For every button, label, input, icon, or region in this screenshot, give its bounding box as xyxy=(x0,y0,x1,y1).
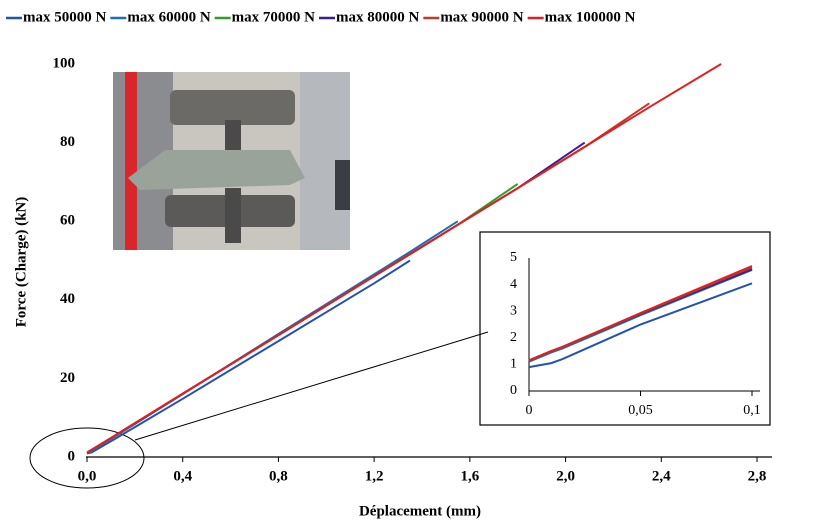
x-tick-label: 1,2 xyxy=(365,468,384,484)
x-tick-label: 2,8 xyxy=(748,468,767,484)
legend-label: max 80000 N xyxy=(336,9,419,25)
legend-label: max 60000 N xyxy=(127,9,210,25)
zoom-connector xyxy=(134,331,489,441)
series-line xyxy=(86,259,411,455)
y-tick-label: 0 xyxy=(510,383,517,398)
legend-label: max 100000 N xyxy=(545,9,636,25)
y-tick-label: 4 xyxy=(510,277,517,292)
y-tick-label: 5 xyxy=(510,250,517,265)
x-tick-label: 0,1 xyxy=(743,403,761,418)
photo xyxy=(113,72,350,250)
y-tick-label: 0 xyxy=(68,448,76,464)
y-axis-title: Force (Charge) (kN) xyxy=(13,197,29,328)
y-tick-label: 100 xyxy=(53,55,76,71)
x-axis-title: Déplacement (mm) xyxy=(359,503,481,519)
series-line xyxy=(86,63,722,454)
legend-label: max 70000 N xyxy=(232,9,315,25)
x-tick-label: 0,4 xyxy=(173,468,192,484)
series-line xyxy=(528,265,753,362)
x-tick-label: 1,6 xyxy=(460,468,479,484)
legend-label: max 90000 N xyxy=(440,9,523,25)
y-tick-label: 2 xyxy=(510,330,517,345)
y-tick-label: 40 xyxy=(60,291,75,307)
y-tick-label: 3 xyxy=(510,303,517,318)
series-line xyxy=(528,269,753,363)
zoom-ellipse xyxy=(29,427,145,489)
x-tick-label: 2,4 xyxy=(652,468,671,484)
legend-label: max 50000 N xyxy=(23,9,106,25)
x-tick-label: 2,0 xyxy=(556,468,575,484)
series-line xyxy=(528,282,753,369)
y-tick-label: 1 xyxy=(510,357,517,372)
legend: max 50000 N max 60000 N max 70000 N max 800… xyxy=(6,9,636,25)
y-tick-label: 80 xyxy=(60,134,75,150)
y-tick-label: 60 xyxy=(60,213,75,229)
x-tick-label: 0 xyxy=(526,403,533,418)
x-tick-label: 0,8 xyxy=(269,468,288,484)
y-tick-label: 20 xyxy=(60,370,75,386)
inset-frame xyxy=(479,231,771,426)
x-tick-label: 0,0 xyxy=(78,468,97,484)
x-tick-label: 0,05 xyxy=(628,403,653,418)
